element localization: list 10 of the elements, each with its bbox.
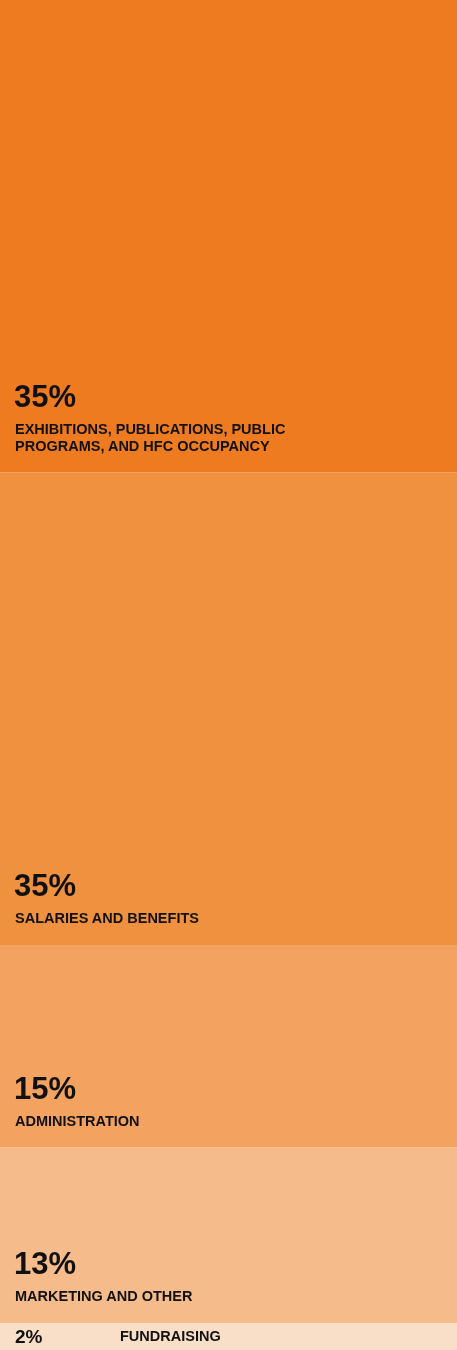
data-label: 35% <box>14 868 77 903</box>
series-label: MARKETING AND OTHER <box>15 1288 194 1304</box>
series-label: EXHIBITIONS, PUBLICATIONS, PUBLIC PROGRAMS, AND HFC OCCUPANCY <box>15 420 286 454</box>
data-label: 13% <box>14 1246 77 1281</box>
series-label: FUNDRAISING <box>120 1327 221 1344</box>
series-label: ADMINISTRATION <box>15 1112 140 1129</box>
data-label: 2% <box>15 1325 43 1347</box>
data-label: 35% <box>14 378 77 414</box>
data-label: 15% <box>14 1070 77 1106</box>
series-label: SALARIES AND BENEFITS <box>15 910 200 926</box>
